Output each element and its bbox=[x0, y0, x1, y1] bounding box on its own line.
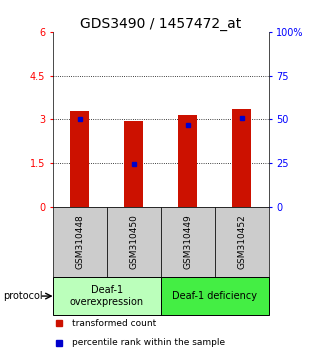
Bar bbox=[161, 276, 269, 315]
Bar bbox=[53, 207, 107, 276]
Text: percentile rank within the sample: percentile rank within the sample bbox=[72, 338, 225, 347]
Bar bbox=[215, 207, 269, 276]
Bar bbox=[107, 207, 161, 276]
Bar bbox=[70, 110, 89, 207]
Text: GSM310449: GSM310449 bbox=[183, 214, 192, 269]
Text: transformed count: transformed count bbox=[72, 319, 156, 328]
Bar bbox=[53, 276, 161, 315]
Bar bbox=[178, 115, 197, 207]
Text: GSM310450: GSM310450 bbox=[129, 214, 138, 269]
Text: GSM310452: GSM310452 bbox=[237, 214, 246, 269]
Text: GSM310448: GSM310448 bbox=[75, 214, 84, 269]
Title: GDS3490 / 1457472_at: GDS3490 / 1457472_at bbox=[80, 17, 241, 31]
Text: protocol: protocol bbox=[3, 291, 43, 301]
Bar bbox=[232, 109, 251, 207]
Text: Deaf-1
overexpression: Deaf-1 overexpression bbox=[70, 285, 144, 307]
Bar bbox=[161, 207, 215, 276]
Bar bbox=[124, 121, 143, 207]
Text: Deaf-1 deficiency: Deaf-1 deficiency bbox=[172, 291, 257, 301]
